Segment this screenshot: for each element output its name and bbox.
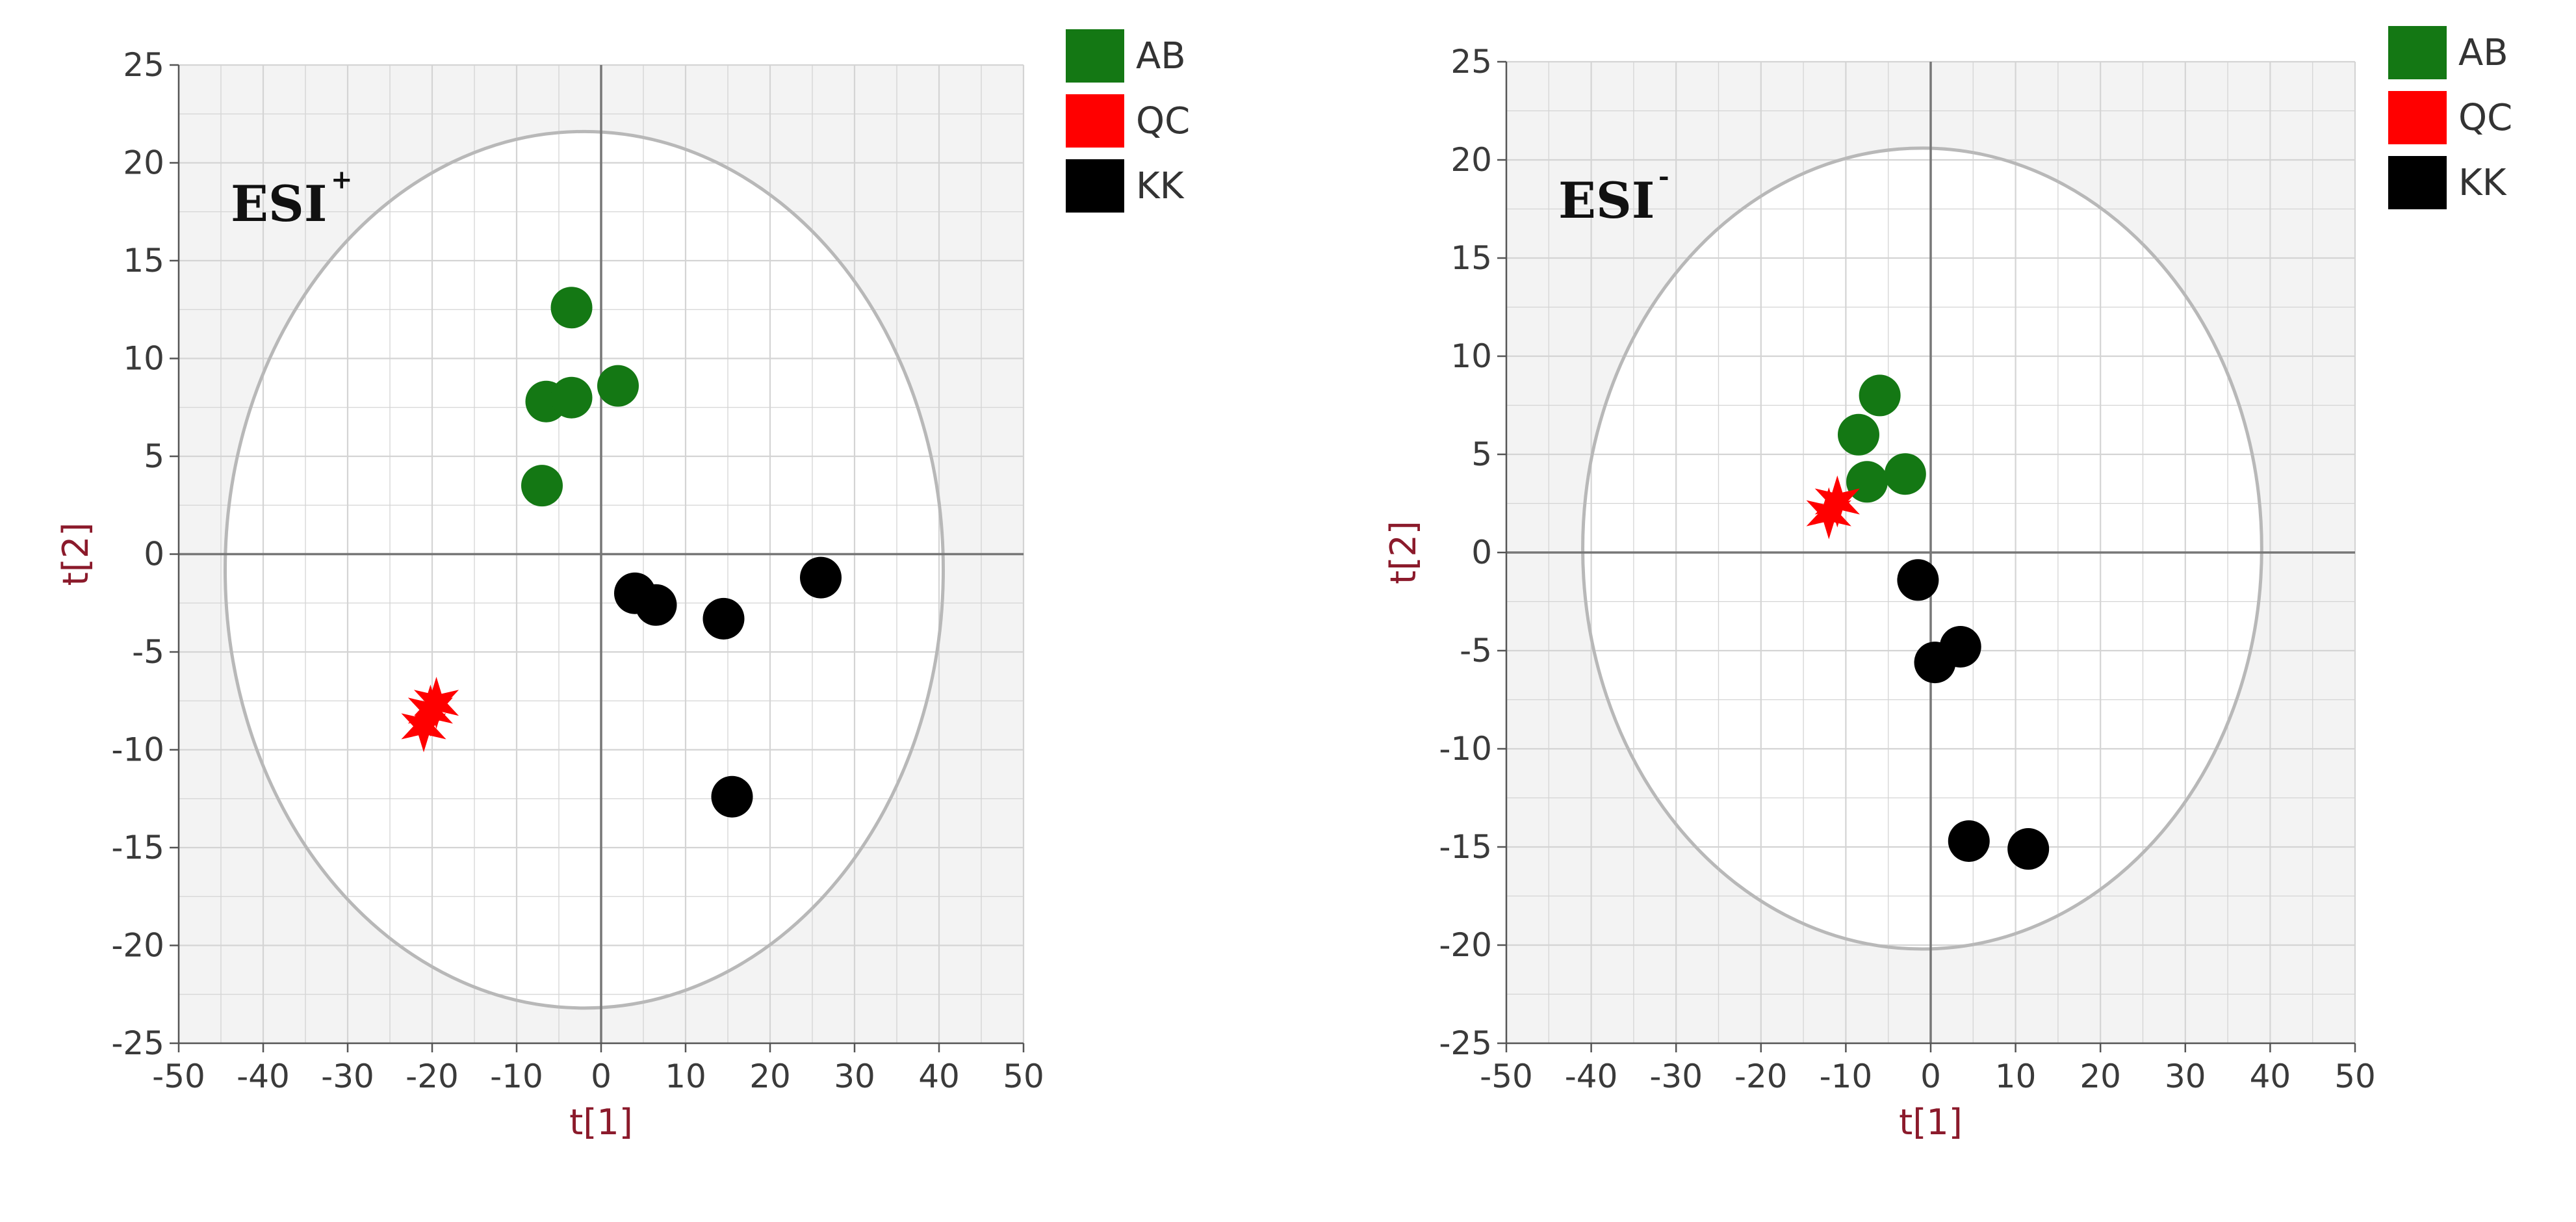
- x-tick-label: 30: [2165, 1058, 2206, 1095]
- x-tick-label: -30: [321, 1058, 374, 1095]
- series-ab: [1837, 374, 1926, 503]
- legend-label-kk: KK: [1136, 165, 1185, 207]
- hotelling-ellipse: [1581, 146, 2263, 951]
- data-point-kk: [1897, 559, 1939, 601]
- y-tick-label: -10: [1439, 730, 1492, 768]
- x-tick-label: 40: [918, 1058, 960, 1095]
- x-tick-label: 50: [1003, 1058, 1044, 1095]
- y-tick-label: 5: [1471, 436, 1492, 473]
- legend-swatch-ab: [1066, 29, 1124, 83]
- data-point-kk: [800, 556, 842, 599]
- y-tick-label: 10: [1450, 337, 1492, 375]
- data-point-kk: [2007, 828, 2050, 870]
- legend-swatch-kk: [1066, 159, 1124, 213]
- data-point-qc: [1806, 487, 1851, 540]
- x-tick-label: 10: [665, 1058, 706, 1095]
- panel-label-superscript: -: [1658, 161, 1669, 192]
- x-tick-label: 0: [591, 1058, 612, 1095]
- legend: AB QC KK: [1066, 29, 1190, 213]
- y-tick-label: -5: [132, 633, 164, 671]
- x-tick-label: 0: [1920, 1058, 1941, 1095]
- y-tick-label: -10: [111, 731, 164, 769]
- x-tick-label: -50: [1480, 1058, 1533, 1095]
- y-tick-label: -20: [111, 927, 164, 965]
- x-tick-label: -40: [237, 1058, 290, 1095]
- y-tick-label: 25: [1450, 43, 1492, 81]
- legend-label-ab: AB: [2458, 32, 2508, 74]
- x-axis-label: t[1]: [569, 1102, 633, 1143]
- y-tick-label: 15: [1450, 239, 1492, 277]
- data-point-kk: [1948, 820, 1990, 862]
- hotelling-ellipse: [224, 129, 945, 1010]
- data-point-qc: [1814, 475, 1860, 528]
- data-point-kk: [1914, 642, 1956, 684]
- x-tick-label: -20: [406, 1058, 459, 1095]
- y-tick-label: -5: [1460, 632, 1492, 670]
- data-point-ab: [550, 376, 593, 419]
- y-tick-label: -15: [1439, 828, 1492, 866]
- panel-label-superscript: +: [331, 164, 353, 195]
- y-tick-label: 0: [144, 536, 164, 573]
- scatter-panel-esi-negative: -50 -40 -30 -20 -10 0 10 20 30 40 502520151050-5-1…: [1383, 26, 2512, 1143]
- y-tick-label: 0: [1471, 534, 1492, 571]
- legend: AB QC KK: [2388, 26, 2512, 209]
- legend-swatch-qc: [2388, 91, 2447, 144]
- ellipse-fill: [1582, 148, 2262, 950]
- y-tick-label: -25: [111, 1024, 164, 1062]
- x-axis-label: t[1]: [1899, 1102, 1963, 1143]
- x-tick-label: 10: [1995, 1058, 2037, 1095]
- y-tick-label: 20: [1450, 141, 1492, 179]
- data-point-ab: [521, 465, 563, 507]
- x-tick-label: -10: [490, 1058, 543, 1095]
- series-qc: [401, 677, 459, 753]
- data-point-ab: [1846, 461, 1888, 503]
- series-qc: [1806, 475, 1860, 540]
- y-axis-label: t[2]: [55, 523, 96, 586]
- data-point-ab: [597, 365, 639, 407]
- y-axis-label: t[2]: [1383, 521, 1424, 584]
- y-tick-label: 5: [144, 437, 164, 475]
- legend-swatch-qc: [1066, 94, 1124, 148]
- data-point-ab: [1859, 374, 1901, 417]
- data-point-ab: [1884, 453, 1926, 495]
- data-point-kk: [711, 775, 753, 818]
- y-tick-label: -20: [1439, 926, 1492, 964]
- x-tick-label: -30: [1649, 1058, 1703, 1095]
- panel-label: ESI: [231, 175, 327, 233]
- data-point-ab: [1837, 413, 1879, 456]
- x-tick-label: 30: [834, 1058, 875, 1095]
- legend-swatch-ab: [2388, 26, 2447, 79]
- ellipse-fill: [225, 131, 944, 1008]
- legend-label-qc: QC: [2458, 97, 2512, 139]
- series-kk: [1897, 559, 2050, 870]
- data-point-ab: [550, 287, 593, 329]
- data-point-kk: [702, 597, 745, 640]
- y-tick-label: 20: [123, 144, 164, 182]
- series-ab: [521, 287, 639, 507]
- y-tick-label: -25: [1439, 1024, 1492, 1062]
- data-point-qc: [407, 684, 453, 737]
- x-tick-label: -40: [1565, 1058, 1618, 1095]
- data-point-qc: [401, 700, 446, 753]
- scatter-panel-esi-positive: -50 -40 -30 -20 -10 0 10 20 30 40 502520151050-5-1…: [55, 29, 1190, 1143]
- y-tick-label: 10: [123, 340, 164, 378]
- y-tick-label: 25: [123, 46, 164, 84]
- x-tick-label: 40: [2250, 1058, 2291, 1095]
- data-point-kk: [635, 584, 677, 626]
- series-kk: [614, 556, 842, 818]
- y-tick-label: 15: [123, 242, 164, 280]
- panel-label: ESI: [1558, 172, 1655, 229]
- x-tick-label: -10: [1820, 1058, 1873, 1095]
- legend-label-qc: QC: [1136, 100, 1190, 142]
- x-tick-label: 20: [2080, 1058, 2121, 1095]
- x-tick-label: 20: [749, 1058, 791, 1095]
- legend-swatch-kk: [2388, 156, 2447, 209]
- legend-label-ab: AB: [1136, 35, 1186, 77]
- x-tick-label: -20: [1734, 1058, 1788, 1095]
- x-tick-label: -50: [152, 1058, 205, 1095]
- legend-label-kk: KK: [2458, 162, 2507, 204]
- y-tick-label: -15: [111, 829, 164, 866]
- x-tick-label: 50: [2334, 1058, 2376, 1095]
